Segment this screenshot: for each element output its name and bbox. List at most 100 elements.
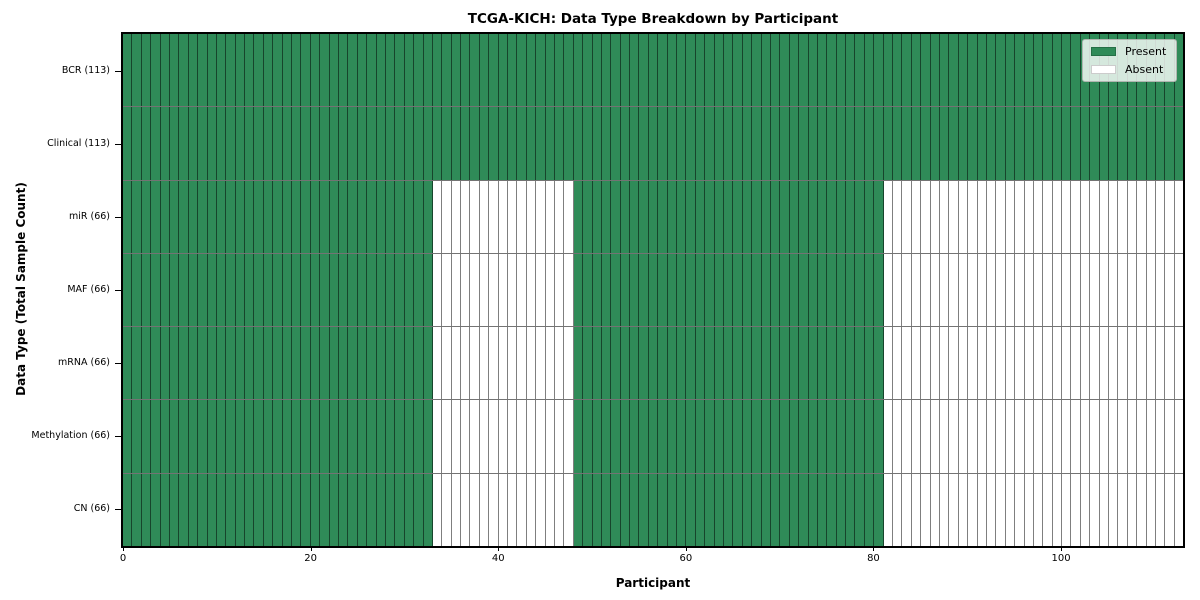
legend-entry: Absent (1091, 64, 1168, 75)
cell-present (1127, 107, 1138, 180)
cell-present (1071, 107, 1081, 180)
cell-present (207, 327, 217, 400)
cell-absent (1109, 253, 1119, 327)
cell-absent (564, 327, 574, 400)
cell-present (226, 327, 236, 400)
cell-absent (1043, 180, 1053, 253)
cell-absent (1043, 473, 1053, 546)
cell-present (404, 34, 415, 107)
cell-present (761, 180, 771, 253)
cell-present (573, 107, 584, 180)
cell-present (780, 107, 790, 180)
cell-present (658, 327, 668, 400)
cell-absent (1062, 327, 1072, 400)
cell-present (254, 34, 264, 107)
cell-present (245, 327, 255, 400)
cell-absent (893, 473, 903, 546)
cell-present (151, 400, 161, 473)
cell-present (583, 327, 593, 400)
cell-present (611, 327, 621, 400)
cell-present (705, 473, 715, 546)
cell-absent (1090, 473, 1100, 546)
cell-present (245, 253, 255, 327)
cell-present (423, 400, 433, 473)
cell-present (1005, 107, 1016, 180)
cell-present (367, 107, 377, 180)
cell-present (573, 473, 584, 546)
cell-present (357, 180, 368, 253)
cell-absent (479, 253, 490, 327)
cell-present (630, 327, 640, 400)
cell-present (601, 327, 612, 400)
cell-present (292, 253, 302, 327)
cell-present (770, 400, 781, 473)
cell-present (320, 34, 330, 107)
cell-present (254, 107, 264, 180)
cell-present (188, 400, 199, 473)
cell-absent (498, 400, 509, 473)
cell-absent (939, 327, 950, 400)
cell-absent (996, 253, 1006, 327)
cell-present (855, 473, 865, 546)
cell-present (1080, 107, 1091, 180)
y-tick-mark (115, 436, 121, 438)
cell-absent (1174, 180, 1184, 253)
cell-present (216, 253, 227, 327)
cell-present (799, 107, 809, 180)
cell-present (855, 107, 865, 180)
cell-absent (470, 180, 480, 253)
cell-present (827, 34, 837, 107)
cell-absent (1099, 253, 1110, 327)
cell-absent (1033, 473, 1044, 546)
cell-absent (479, 473, 490, 546)
cell-present (667, 327, 678, 400)
cell-present (648, 473, 659, 546)
cell-present (789, 180, 800, 253)
cell-present (658, 107, 668, 180)
cell-present (226, 473, 236, 546)
cell-absent (1174, 400, 1184, 473)
cell-present (179, 400, 189, 473)
cell-absent (1005, 253, 1016, 327)
cell-present (1174, 107, 1184, 180)
cell-present (338, 34, 349, 107)
cell-absent (489, 400, 499, 473)
cell-present (348, 253, 358, 327)
cell-present (348, 180, 358, 253)
cell-present (817, 253, 828, 327)
cell-present (404, 253, 415, 327)
cell-present (855, 180, 865, 253)
cell-present (329, 400, 339, 473)
cell-present (601, 400, 612, 473)
cell-absent (564, 400, 574, 473)
cell-present (817, 400, 828, 473)
cell-present (639, 180, 649, 253)
y-tick-mark (115, 70, 121, 72)
cell-present (207, 34, 217, 107)
cell-present (742, 400, 753, 473)
cell-present (489, 34, 499, 107)
cell-absent (958, 327, 969, 400)
cell-present (686, 34, 696, 107)
cell-present (883, 107, 894, 180)
cell-present (385, 473, 396, 546)
cell-present (188, 327, 199, 400)
cell-absent (517, 473, 527, 546)
cell-absent (1137, 400, 1147, 473)
cell-present (423, 34, 433, 107)
cell-present (132, 34, 142, 107)
chart-title: TCGA-KICH: Data Type Breakdown by Partic… (467, 11, 839, 27)
cell-present (123, 180, 133, 253)
cell-present (479, 107, 490, 180)
cell-present (320, 327, 330, 400)
cell-present (611, 253, 621, 327)
cell-present (611, 473, 621, 546)
cell-present (658, 34, 668, 107)
cell-present (639, 34, 649, 107)
cell-present (282, 473, 293, 546)
cell-absent (1052, 253, 1063, 327)
cell-absent (554, 180, 565, 253)
cell-absent (902, 473, 912, 546)
y-tick-label: mRNA (66) (58, 357, 110, 369)
cell-present (226, 34, 236, 107)
